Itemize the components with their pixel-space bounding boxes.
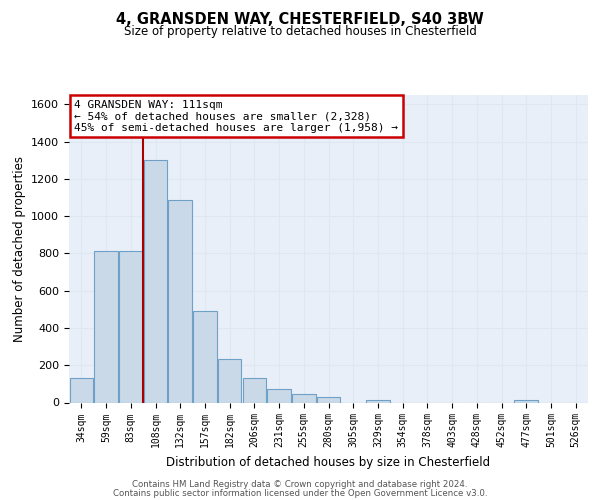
Bar: [169, 200, 192, 402]
Bar: [218, 358, 241, 403]
Bar: [366, 400, 389, 402]
Bar: [317, 398, 340, 402]
Bar: [242, 378, 266, 402]
X-axis label: Distribution of detached houses by size in Chesterfield: Distribution of detached houses by size …: [166, 456, 491, 469]
Text: Contains HM Land Registry data © Crown copyright and database right 2024.: Contains HM Land Registry data © Crown c…: [132, 480, 468, 489]
Bar: [292, 394, 316, 402]
Bar: [193, 311, 217, 402]
Bar: [514, 400, 538, 402]
Bar: [70, 378, 93, 402]
Y-axis label: Number of detached properties: Number of detached properties: [13, 156, 26, 342]
Bar: [94, 251, 118, 402]
Text: 4 GRANSDEN WAY: 111sqm
← 54% of detached houses are smaller (2,328)
45% of semi-: 4 GRANSDEN WAY: 111sqm ← 54% of detached…: [74, 100, 398, 133]
Text: 4, GRANSDEN WAY, CHESTERFIELD, S40 3BW: 4, GRANSDEN WAY, CHESTERFIELD, S40 3BW: [116, 12, 484, 28]
Bar: [144, 160, 167, 402]
Bar: [119, 251, 143, 402]
Text: Contains public sector information licensed under the Open Government Licence v3: Contains public sector information licen…: [113, 489, 487, 498]
Text: Size of property relative to detached houses in Chesterfield: Size of property relative to detached ho…: [124, 25, 476, 38]
Bar: [268, 390, 291, 402]
